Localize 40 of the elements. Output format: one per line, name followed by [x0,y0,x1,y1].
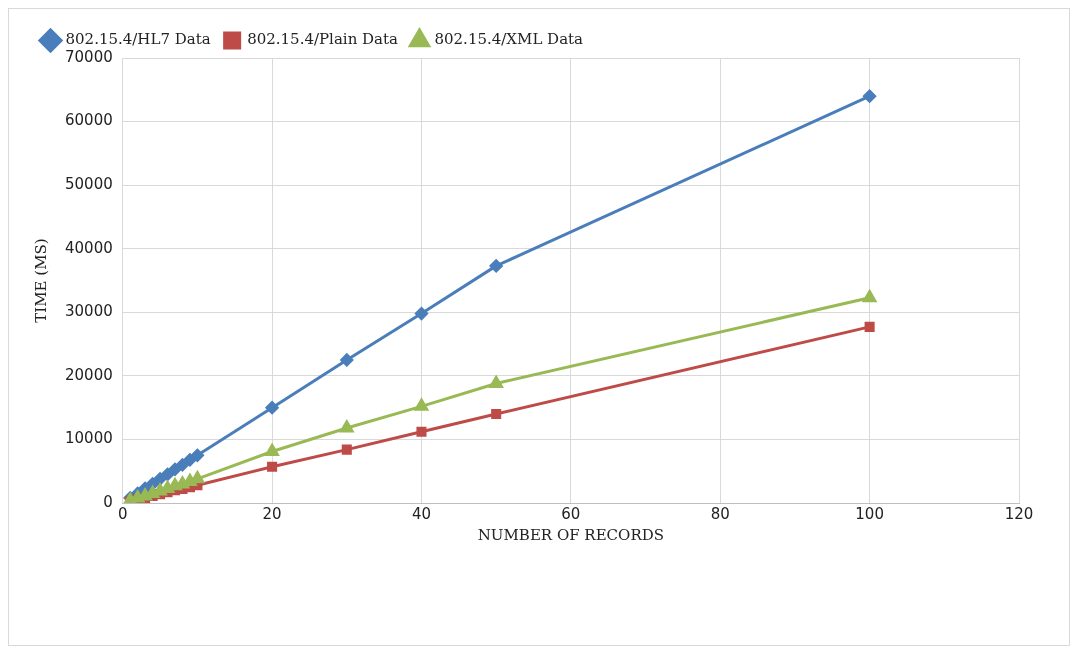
x-tick-label: 100 [855,504,884,523]
point [175,458,189,472]
y-tick-label: 60000 [65,111,113,130]
point [265,401,279,415]
y-tick-label: 20000 [65,365,113,384]
point [491,408,502,420]
point [340,353,354,367]
point [864,321,875,332]
point [265,444,279,457]
x-tick-label: 60 [561,504,581,523]
point [190,448,204,462]
point [340,420,354,433]
point [414,398,429,411]
y-tick-label: 50000 [65,175,113,194]
x-tick-label: 20 [262,504,282,523]
point [489,375,503,388]
legend-label: 802.15.4/XML Data [434,30,584,49]
point [168,462,182,476]
point [489,259,503,273]
y-tick-label: 30000 [65,302,113,321]
y-tick-label: 10000 [65,429,113,448]
point [161,467,175,481]
x-tick-label: 40 [411,504,432,523]
x-tick-label: 0 [117,504,128,523]
x-axis-title: NUMBER OF RECORDS [477,525,664,544]
x-tick-label: 80 [710,504,730,523]
point [267,461,278,472]
y-tick-label: 0 [103,492,113,511]
point [862,290,877,303]
legend-label: 802.15.4/Plain Data [247,30,399,49]
point [863,89,877,103]
point [153,472,167,486]
point [416,426,427,437]
x-tick-label: 120 [1004,504,1034,523]
point [414,307,428,321]
y-tick-label: 70000 [65,47,113,66]
y-tick-label: 40000 [65,238,113,257]
point [341,444,352,455]
legend-label: 802.15.4/HL7 Data [65,30,211,49]
y-axis-title: TIME (MS) [31,238,50,323]
